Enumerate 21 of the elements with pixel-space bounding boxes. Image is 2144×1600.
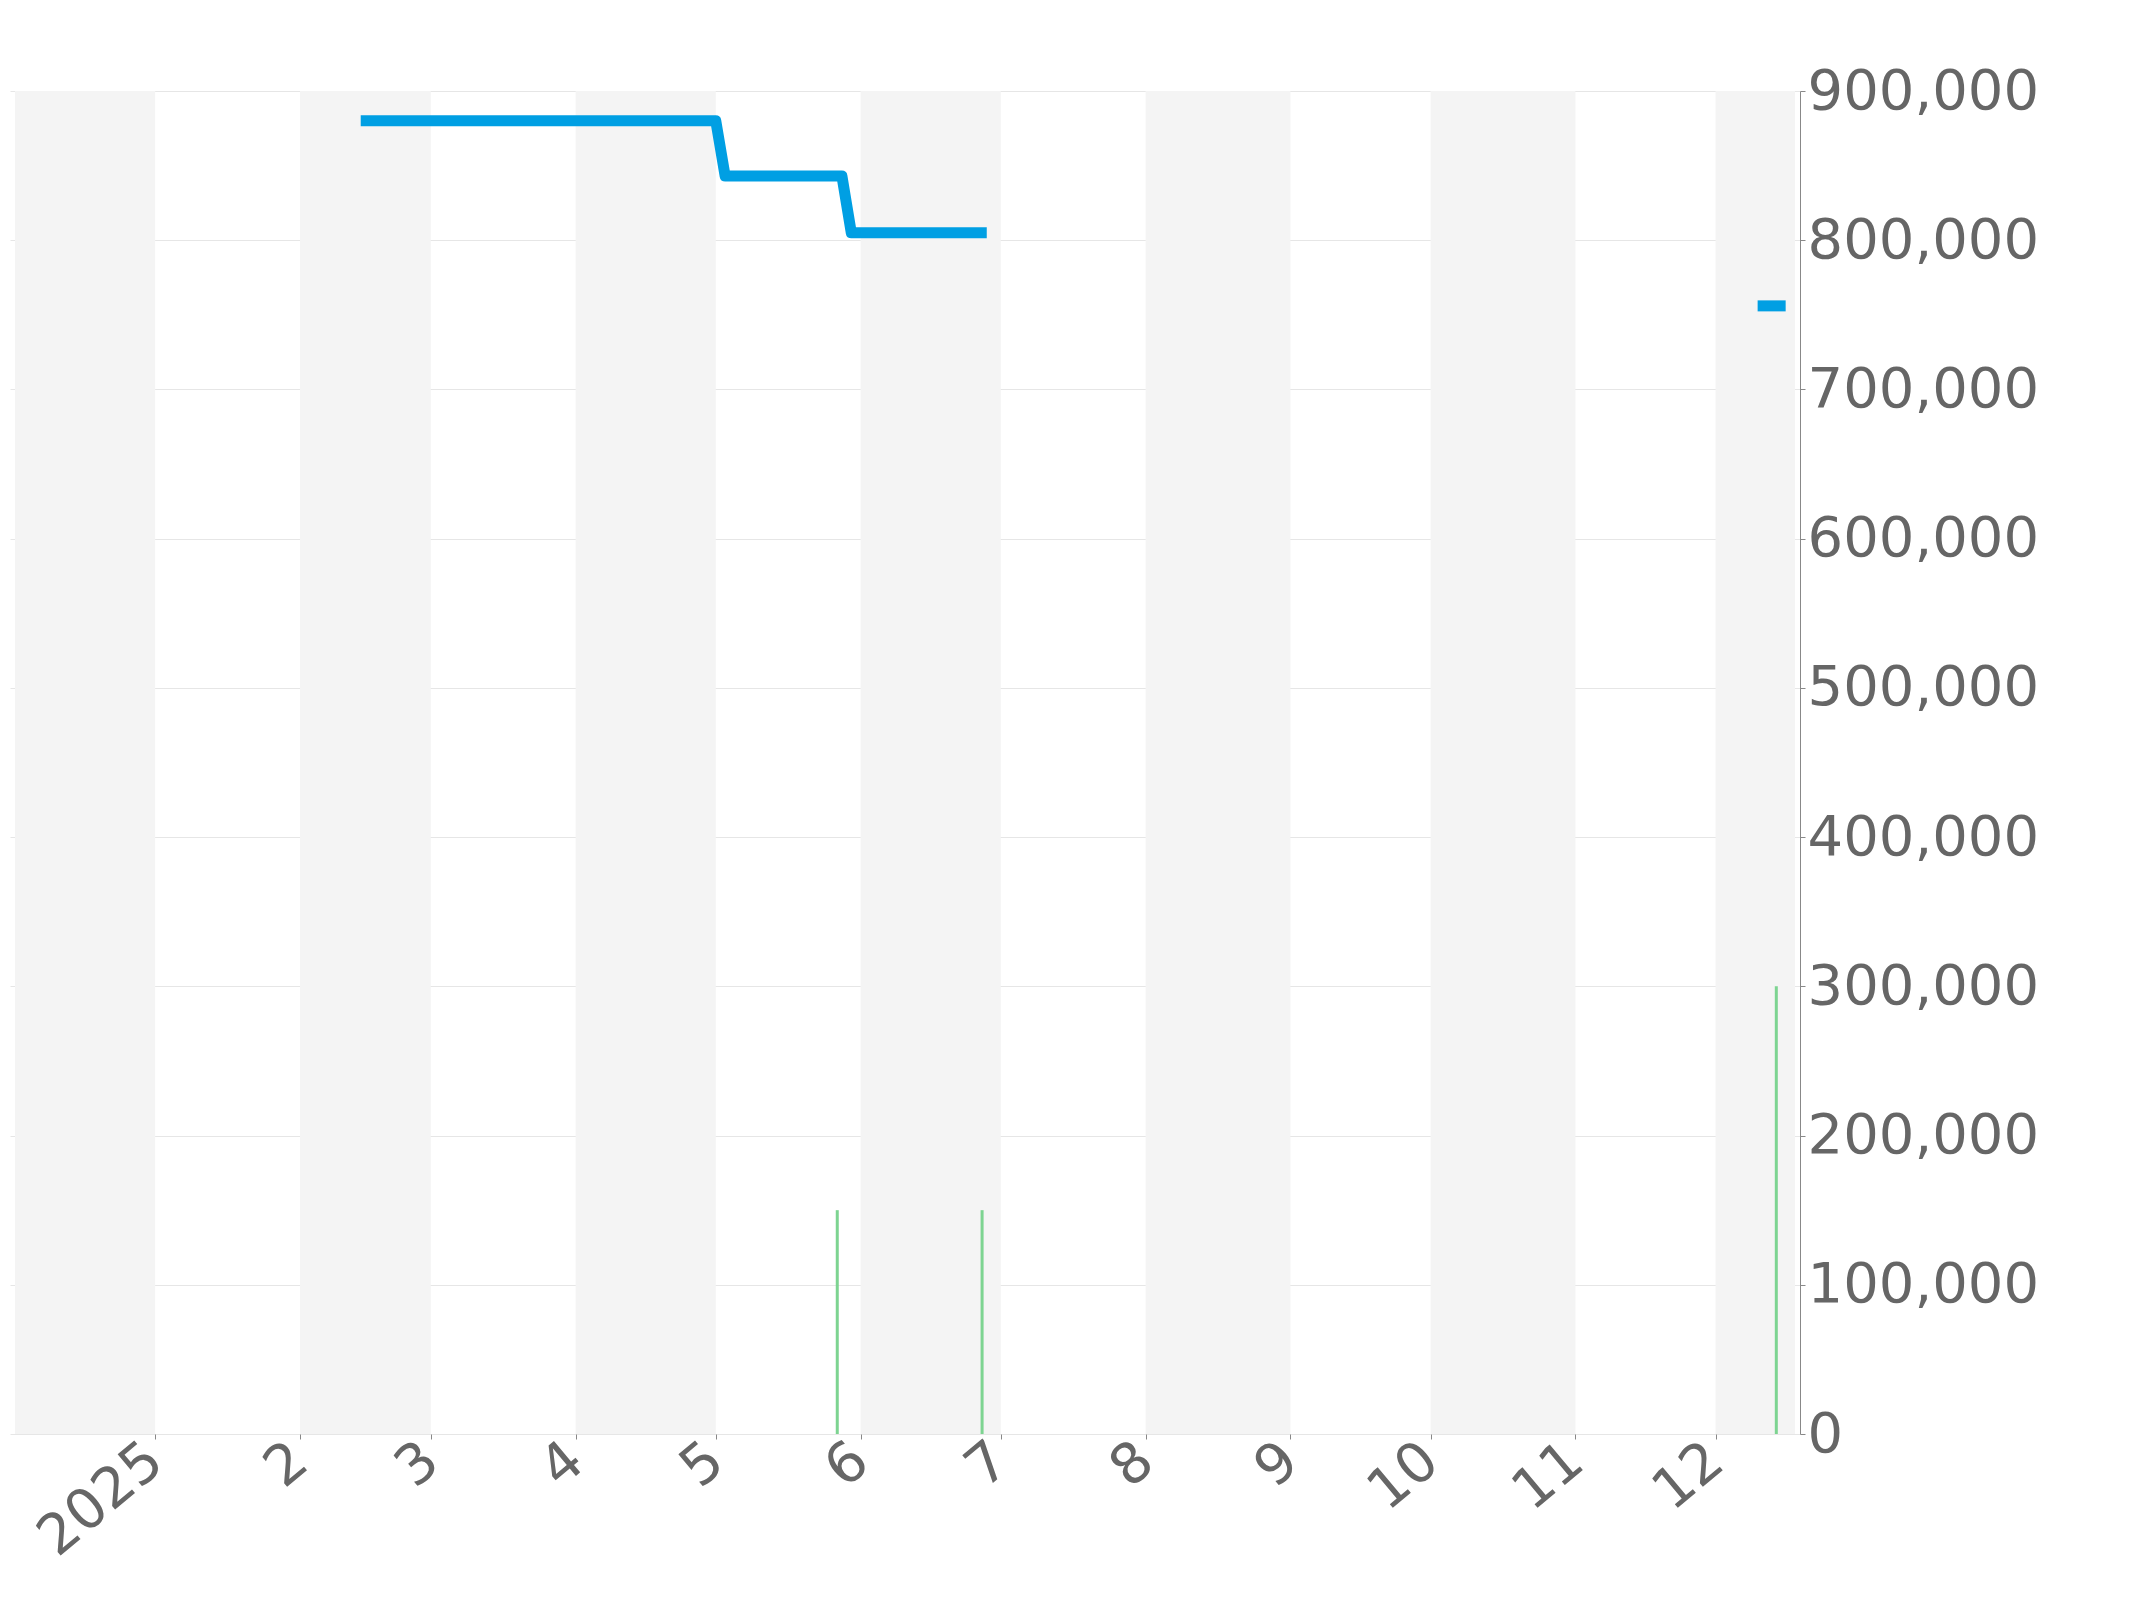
y-tick-label: 0 (1807, 1399, 1844, 1465)
y-tick-label: 700,000 (1807, 354, 2040, 420)
x-tick-label: 5 (666, 1426, 736, 1500)
y-tick-label: 100,000 (1807, 1250, 2040, 1316)
x-tick-label: 4 (526, 1426, 596, 1500)
x-tick-label: 10 (1354, 1426, 1451, 1523)
x-tick-label: 7 (951, 1426, 1021, 1500)
x-tick-label: 9 (1241, 1426, 1311, 1500)
y-tick-label: 800,000 (1807, 205, 2040, 271)
y-tick-label: 900,000 (1807, 56, 2040, 122)
x-tick-label: 6 (811, 1426, 881, 1500)
y-tick-label: 500,000 (1807, 653, 2040, 719)
x-tick-label: 3 (381, 1426, 451, 1500)
x-tick-label: 2 (250, 1426, 320, 1500)
x-tick-label: 8 (1096, 1426, 1166, 1500)
y-tick-label: 600,000 (1807, 504, 2040, 570)
y-tick-label: 300,000 (1807, 951, 2040, 1017)
x-tick-label: 12 (1638, 1426, 1736, 1523)
y-tick-label: 200,000 (1807, 1101, 2040, 1167)
x-tick-label: 11 (1498, 1426, 1596, 1523)
y-tick-label: 400,000 (1807, 802, 2040, 868)
